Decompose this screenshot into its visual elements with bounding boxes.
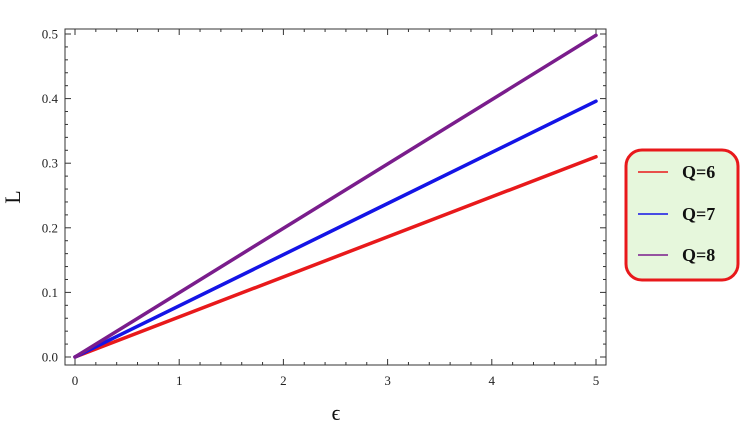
x-tick-label: 3 xyxy=(384,373,391,388)
y-axis-label: L xyxy=(0,190,25,203)
series-line-q-8 xyxy=(73,33,598,359)
plot-area xyxy=(64,28,607,366)
legend-label: Q=7 xyxy=(682,204,715,224)
series-line-q-7 xyxy=(73,99,598,359)
ticks xyxy=(65,29,606,365)
x-axis-label: ϵ xyxy=(332,400,341,425)
x-tick-label: 5 xyxy=(593,373,600,388)
x-tick-label: 1 xyxy=(176,373,183,388)
x-tick-label: 4 xyxy=(489,373,496,388)
x-tick-label: 2 xyxy=(280,373,287,388)
legend-box xyxy=(624,148,740,282)
y-tick-label: 0.2 xyxy=(42,220,58,235)
series-lines xyxy=(73,33,598,359)
tick-labels: 0 1 2 3 4 5 0.0 0.1 0.2 0.3 0.4 0.5 xyxy=(42,27,600,389)
legend-entries: Q=6 Q=7 Q=8 xyxy=(638,162,715,265)
legend-label: Q=6 xyxy=(682,162,715,182)
legend: Q=6 Q=7 Q=8 xyxy=(624,148,740,282)
y-tick-label: 0.0 xyxy=(42,350,58,365)
legend-label: Q=8 xyxy=(682,245,715,265)
series-line-q-6 xyxy=(73,154,598,359)
y-tick-label: 0.1 xyxy=(42,285,58,300)
y-tick-label: 0.5 xyxy=(42,27,58,42)
x-tick-label: 0 xyxy=(72,373,79,388)
y-tick-label: 0.4 xyxy=(42,91,59,106)
y-tick-label: 0.3 xyxy=(42,156,58,171)
